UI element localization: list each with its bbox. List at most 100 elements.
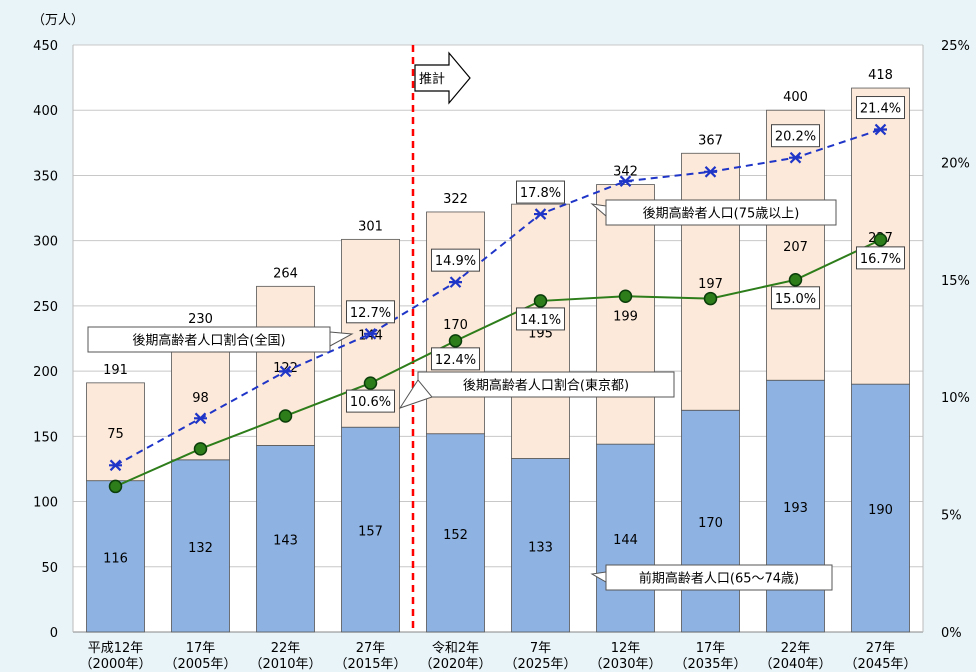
projection-label: 推計 [419,71,445,87]
data-label: 21.4% [860,102,901,117]
data-point [194,412,207,425]
data-label: 12.7% [350,306,391,321]
bar-value-label: 116 [103,551,128,566]
bar-value-label: 133 [528,540,553,555]
series-line [115,238,881,488]
data-point [279,365,292,378]
series-lines: 12.7% 14.9% 17.8% 20.2% 21.4% 10.6% 12.4% 14.1%… [108,96,905,494]
bar-total-label: 322 [443,192,468,207]
y2-tick-label: 25% [941,39,970,54]
legend-late-elderly-box [605,199,837,226]
bar-value-label: 190 [868,503,893,518]
legend-national-ratio-pointer [329,331,354,347]
data-label-box [771,124,820,148]
x-tick-label: 22年 [781,641,811,656]
data-label-box [431,248,480,272]
data-label: 16.7% [860,252,901,267]
bar-value-label: 199 [613,309,638,324]
data-point [108,479,123,494]
data-point [789,151,802,164]
bar-total-label: 400 [783,90,808,105]
x-tick-label: 平成12年 [88,641,144,656]
data-point [704,166,717,178]
y-tick-label: 100 [33,496,58,511]
y-tick-label: 250 [33,300,58,315]
legend-tokyo-ratio: 後期高齢者人口割合(東京都) [463,378,629,394]
y-tick-label: 450 [33,39,58,54]
y2-tick-label: 10% [941,391,970,406]
bar-late-elderly [596,184,655,445]
bar-value-label: 157 [358,525,383,540]
x-axis: 平成12年（2000年）17年（2005年）22年（2010年）27年（2015… [79,641,916,672]
legend-early-elderly: 前期高齢者人口(65～74歳) [639,571,799,587]
bar-late-elderly [766,109,825,381]
y-tick-label: 50 [41,561,58,576]
bar-value-label: 144 [358,328,383,343]
series-line [115,128,881,467]
bar-value-label: 170 [443,318,468,333]
bar-value-label: 170 [698,516,723,531]
data-label-box [516,180,565,204]
bar-total-label: 367 [698,133,723,148]
bar-value-label: 132 [188,541,213,556]
x-tick-label: 17年 [696,641,726,656]
bar-value-label: 75 [107,427,124,442]
data-point [874,123,887,136]
bar-early-elderly [596,443,655,633]
data-label: 10.6% [350,395,391,410]
data-point [449,276,462,288]
y-axis-left: 0 50 100 150 200 250 300 350 400 450 [33,39,58,641]
bar-early-elderly [86,480,145,633]
bar-value-label: 143 [273,534,298,549]
legend-national-ratio-box [87,326,331,353]
y-tick-label: 300 [33,235,58,250]
x-tick-label: 令和2年 [432,641,479,656]
x-tick-label: （2045年） [844,657,916,672]
data-point [788,273,803,287]
legend-late-elderly-pointer [590,203,607,218]
bars: 116 75 191 132 98 230 143 122 264 157 144 301 152 170… [86,68,910,633]
bar-early-elderly [511,458,570,633]
data-label: 17.8% [520,186,561,201]
x-tick-label: （2000年） [79,657,151,672]
x-tick-label: 7年 [530,641,551,656]
x-tick-label: （2010年） [249,657,321,672]
x-tick-label: （2030年） [589,657,661,672]
y2-tick-label: 15% [941,274,970,289]
bar-total-label: 342 [613,165,638,180]
bar-early-elderly [256,445,315,633]
y2-tick-label: 0% [941,626,962,641]
x-tick-label: （2040年） [759,657,831,672]
data-label-box [856,96,905,120]
data-point [873,233,888,247]
data-point [363,376,378,390]
legend-tokyo-ratio-box [417,371,675,398]
data-point [533,294,548,308]
bar-early-elderly [341,426,400,633]
bar-value-label: 193 [783,501,808,516]
data-label-box [431,347,480,371]
data-label: 15.0% [775,292,816,307]
bar-value-label: 207 [783,240,808,255]
data-point [619,175,632,187]
bar-early-elderly [851,383,910,633]
x-tick-label: （2035年） [674,657,746,672]
projection-marker: 推計 [411,45,471,632]
bar-late-elderly [171,331,230,461]
data-label: 14.1% [520,313,561,328]
x-tick-label: 12年 [611,641,641,656]
y-tick-label: 350 [33,169,58,184]
bar-total-label: 191 [103,363,128,378]
data-label-box [346,300,395,324]
x-tick-label: 27年 [356,641,386,656]
bar-total-label: 301 [358,219,383,234]
bar-early-elderly [171,459,230,633]
x-tick-label: （2025年） [504,657,576,672]
y-axis-right: 0% 5% 10% 15% 20% 25% [941,39,970,641]
data-label-box [516,307,565,331]
bar-total-label: 230 [188,312,213,327]
bar-value-label: 152 [443,528,468,543]
bar-total-label: 418 [868,68,893,83]
data-label-box [856,246,905,270]
x-tick-label: （2015年） [334,657,406,672]
